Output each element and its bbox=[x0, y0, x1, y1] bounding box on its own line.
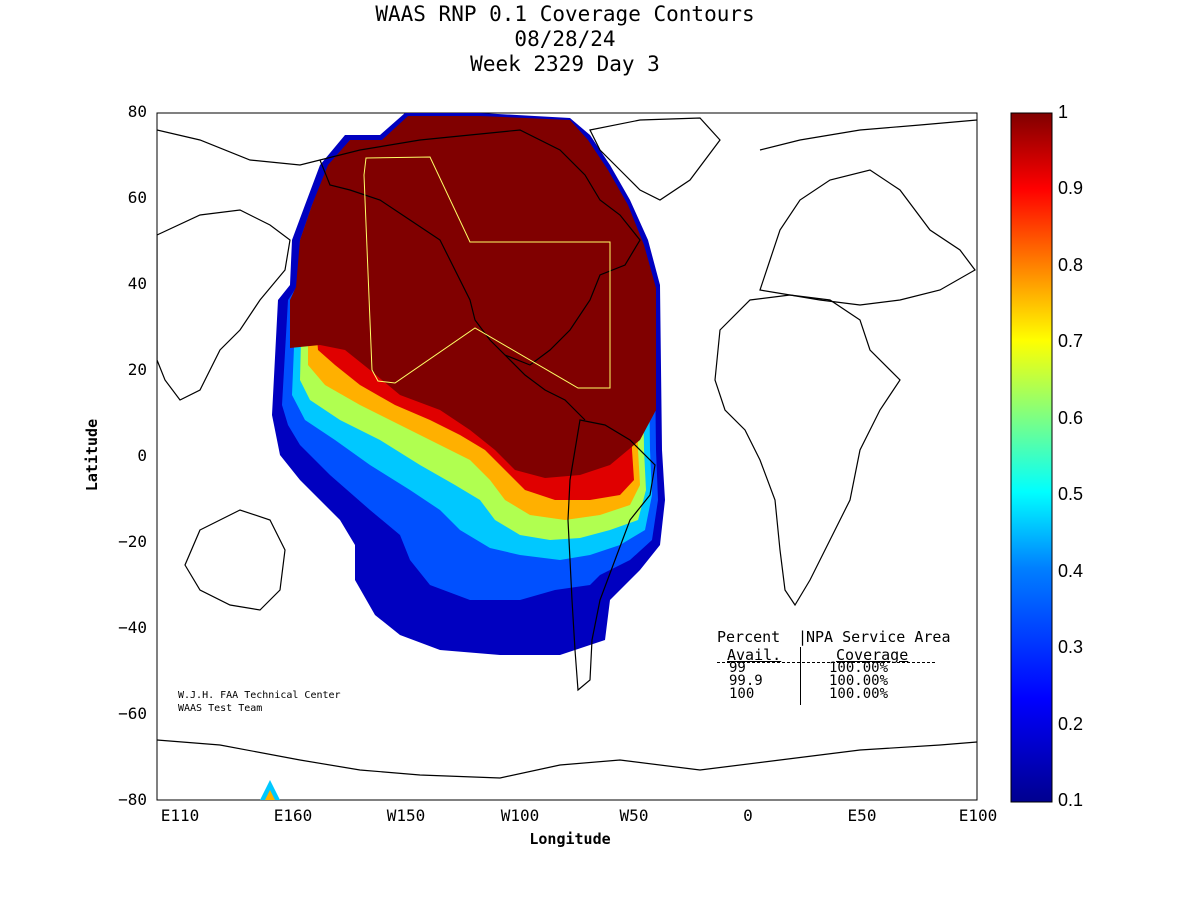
north-europe-asia bbox=[759, 119, 977, 151]
coverage-contours bbox=[272, 113, 665, 655]
ytick-label: 20 bbox=[127, 360, 147, 379]
antarctica bbox=[157, 739, 977, 779]
colorbar-tick: 0.8 bbox=[1058, 255, 1084, 275]
north-america bbox=[319, 129, 641, 366]
chart-title: WAAS RNP 0.1 Coverage Contours bbox=[375, 2, 755, 26]
table-coverage: 100.00% bbox=[829, 660, 889, 676]
colorbar-tick: 0.5 bbox=[1058, 484, 1084, 504]
npa-service-area bbox=[363, 156, 611, 389]
asia bbox=[157, 209, 291, 401]
table-coverage: 100.00% bbox=[829, 673, 889, 689]
credit-line-1: W.J.H. FAA Technical Center bbox=[178, 690, 341, 701]
ytick-label: 80 bbox=[127, 102, 147, 121]
colorbar-tick: 0.2 bbox=[1058, 714, 1084, 734]
table-header-coverage: Coverage bbox=[836, 646, 909, 664]
table-avail: 99 bbox=[729, 660, 746, 676]
xtick-label: W150 bbox=[386, 806, 426, 825]
xtick-label: E110 bbox=[160, 806, 200, 825]
colorbar-tick: 0.7 bbox=[1058, 331, 1084, 351]
xtick-label: E100 bbox=[958, 806, 998, 825]
xtick-label: E160 bbox=[273, 806, 313, 825]
table-rule bbox=[717, 662, 935, 663]
table-header-avail: Avail. bbox=[727, 646, 782, 664]
ytick-label: 60 bbox=[127, 188, 147, 207]
ytick-label: 0 bbox=[137, 446, 147, 465]
coastlines bbox=[157, 117, 977, 779]
table-coverage: 100.00% bbox=[829, 686, 889, 702]
contour-band-1.0 bbox=[290, 116, 656, 478]
xtick-label: 0 bbox=[743, 806, 753, 825]
colorbar-tick: 0.3 bbox=[1058, 637, 1084, 657]
y-axis-title: Latitude bbox=[83, 418, 101, 492]
table-avail: 99.9 bbox=[729, 673, 763, 689]
table-header-percent: Percent bbox=[717, 628, 781, 646]
chart-week: Week 2329 Day 3 bbox=[470, 52, 660, 76]
siberia bbox=[157, 129, 321, 166]
ytick-label: −80 bbox=[118, 790, 147, 809]
colorbar-tick: 0.9 bbox=[1058, 178, 1084, 198]
x-axis-title: Longitude bbox=[529, 830, 611, 848]
ytick-label: −40 bbox=[118, 618, 147, 637]
colorbar bbox=[1010, 112, 1053, 803]
ytick-label: −60 bbox=[118, 704, 147, 723]
greenland bbox=[589, 117, 721, 201]
xtick-label: E50 bbox=[847, 806, 877, 825]
africa bbox=[714, 294, 901, 607]
colorbar-tick: 0.4 bbox=[1058, 561, 1084, 581]
xtick-label: W50 bbox=[619, 806, 649, 825]
colorbar-tick: 0.6 bbox=[1058, 408, 1084, 428]
ytick-label: 40 bbox=[127, 274, 147, 293]
south-america bbox=[567, 419, 656, 692]
colorbar-tick: 0.1 bbox=[1058, 790, 1084, 810]
table-header-npa: NPA Service Area bbox=[806, 628, 951, 646]
europe bbox=[759, 169, 976, 306]
australia bbox=[184, 509, 286, 611]
ytick-label: −20 bbox=[118, 532, 147, 551]
table-avail: 100 bbox=[729, 686, 755, 702]
colorbar-tick: 1 bbox=[1058, 102, 1069, 122]
chart-date: 08/28/24 bbox=[514, 27, 616, 51]
xtick-label: W100 bbox=[500, 806, 540, 825]
table-divider bbox=[800, 647, 801, 705]
central-america bbox=[504, 354, 586, 421]
credit-line-2: WAAS Test Team bbox=[178, 703, 263, 714]
